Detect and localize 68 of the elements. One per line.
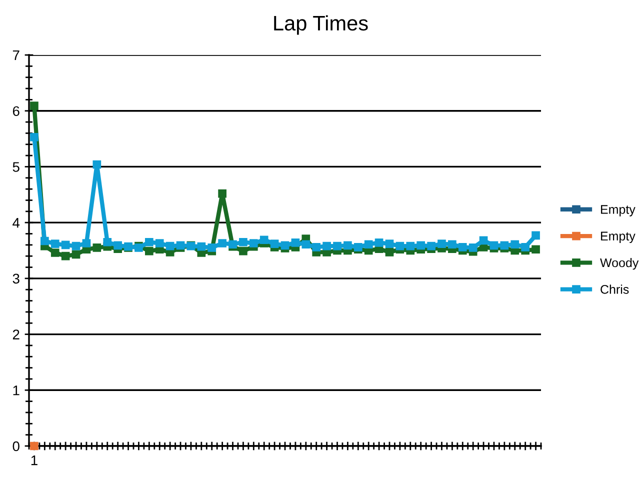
point bbox=[291, 238, 300, 247]
y-tick-label: 5 bbox=[12, 162, 20, 172]
point bbox=[103, 238, 112, 246]
point bbox=[479, 236, 488, 245]
chart-title: Lap Times bbox=[274, 15, 368, 35]
point bbox=[532, 245, 540, 254]
point bbox=[30, 132, 38, 142]
point bbox=[270, 240, 279, 248]
point bbox=[114, 241, 122, 250]
point bbox=[50, 240, 60, 248]
point bbox=[72, 242, 80, 250]
point bbox=[396, 242, 404, 250]
point bbox=[280, 241, 290, 250]
y-tick-label: 1 bbox=[13, 386, 20, 396]
point bbox=[448, 240, 456, 249]
point bbox=[218, 239, 226, 248]
point bbox=[144, 238, 154, 246]
point bbox=[312, 242, 321, 252]
y-tick-label: 7 bbox=[12, 50, 20, 60]
point bbox=[490, 241, 498, 250]
legend-label: Chris bbox=[600, 284, 629, 294]
point bbox=[354, 242, 362, 252]
point bbox=[427, 242, 436, 250]
point bbox=[176, 241, 185, 250]
y-tick-label: 0 bbox=[12, 441, 20, 452]
point bbox=[92, 160, 102, 169]
point bbox=[322, 242, 331, 250]
point bbox=[385, 248, 394, 256]
point bbox=[166, 242, 174, 250]
y-tick-label: 3 bbox=[12, 274, 20, 284]
point bbox=[438, 240, 446, 248]
point bbox=[239, 238, 248, 246]
legend-label: Woody bbox=[600, 258, 639, 270]
point bbox=[144, 246, 154, 256]
point bbox=[521, 242, 530, 252]
point bbox=[92, 244, 102, 252]
point bbox=[208, 244, 216, 252]
point bbox=[239, 246, 248, 256]
y-tick-label: 6 bbox=[12, 106, 20, 116]
point bbox=[532, 231, 540, 240]
point bbox=[385, 240, 394, 248]
point bbox=[50, 248, 60, 257]
point bbox=[30, 102, 38, 110]
point bbox=[72, 250, 80, 259]
point bbox=[344, 241, 352, 250]
point bbox=[458, 242, 467, 252]
point bbox=[510, 240, 520, 249]
point bbox=[406, 242, 415, 250]
point bbox=[218, 189, 226, 198]
point bbox=[364, 240, 373, 249]
point bbox=[500, 241, 509, 250]
point bbox=[416, 241, 426, 250]
point bbox=[333, 242, 342, 250]
point bbox=[468, 244, 478, 252]
point bbox=[249, 239, 258, 248]
point bbox=[82, 239, 91, 248]
point bbox=[197, 242, 206, 251]
point bbox=[155, 239, 164, 248]
point bbox=[302, 240, 310, 249]
point bbox=[61, 240, 70, 250]
y-tick-label: 2 bbox=[12, 330, 20, 340]
point bbox=[260, 236, 268, 244]
legend-label: Empty bbox=[601, 205, 636, 216]
legend-label: Empty bbox=[601, 232, 636, 243]
point bbox=[374, 238, 384, 247]
point bbox=[40, 236, 49, 246]
y-tick-label: 4 bbox=[12, 218, 20, 228]
point bbox=[61, 252, 70, 260]
